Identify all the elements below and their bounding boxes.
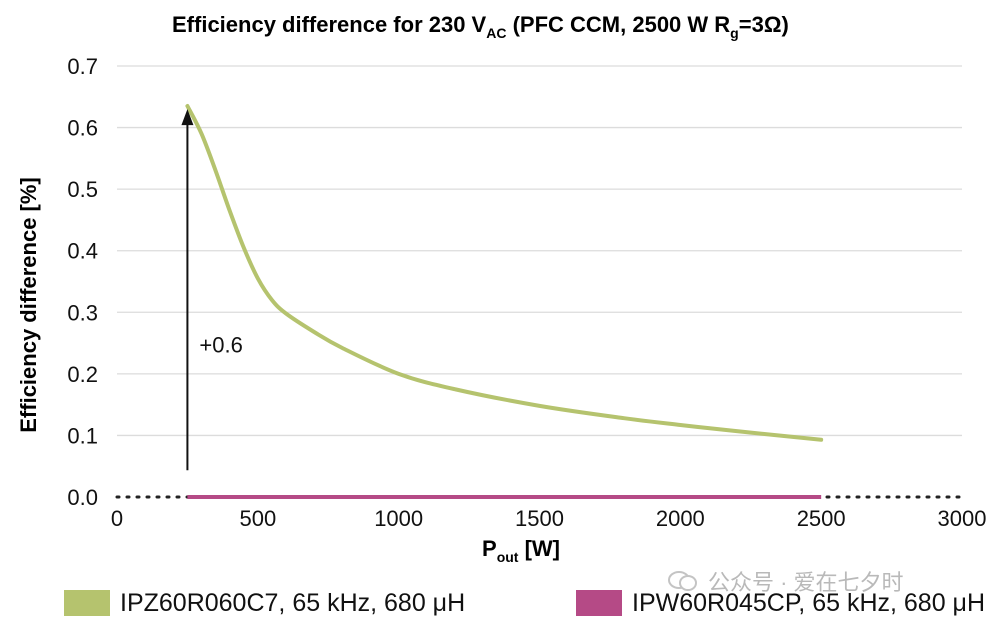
series-group: [185, 104, 824, 499]
annotation-label: +0.6: [199, 332, 242, 357]
legend-item-ipz60r060c7: IPZ60R060C7, 65 kHz, 680 μH: [64, 588, 465, 618]
x-tick-label: 2500: [797, 506, 846, 531]
y-tick-label: 0.1: [67, 423, 98, 448]
x-tick-label: 2000: [656, 506, 705, 531]
gridlines: [115, 65, 964, 499]
legend-label: IPW60R045CP, 65 kHz, 680 μH: [632, 588, 986, 617]
x-axis-label: Pout [W]: [482, 536, 560, 565]
y-tick-label: 0.0: [67, 485, 98, 510]
legend-swatch-green: [64, 590, 110, 616]
legend-label: IPZ60R060C7, 65 kHz, 680 μH: [120, 588, 466, 617]
annotation-group: +0.6: [181, 109, 243, 471]
y-tick-label: 0.6: [67, 116, 98, 141]
x-tick-label: 500: [239, 506, 276, 531]
chart-title: Efficiency difference for 230 VAC (PFC C…: [172, 12, 789, 41]
series-line-ipz60r060c7: [185, 104, 824, 442]
y-tick-label: 0.3: [67, 300, 98, 325]
y-tick-label: 0.2: [67, 362, 98, 387]
x-tick-labels: 0 500 1000 1500 2000 2500 3000: [111, 506, 987, 531]
y-tick-labels: 0.0 0.1 0.2 0.3 0.4 0.5 0.6 0.7: [67, 54, 98, 510]
y-tick-label: 0.4: [67, 239, 98, 264]
x-tick-label: 1000: [374, 506, 423, 531]
x-tick-label: 0: [111, 506, 123, 531]
watermark: 公众号 · 爱在七夕时: [668, 565, 904, 597]
wechat-icon: [668, 571, 697, 591]
x-tick-label: 3000: [938, 506, 987, 531]
legend-swatch-magenta: [576, 590, 622, 616]
y-tick-label: 0.7: [67, 54, 98, 79]
x-tick-label: 1500: [515, 506, 564, 531]
legend-item-ipw60r045cp: IPW60R045CP, 65 kHz, 680 μH: [576, 588, 985, 618]
y-tick-label: 0.5: [67, 177, 98, 202]
y-axis-label: Efficiency difference [%]: [16, 177, 41, 433]
annotation-arrow-head: [181, 109, 194, 126]
